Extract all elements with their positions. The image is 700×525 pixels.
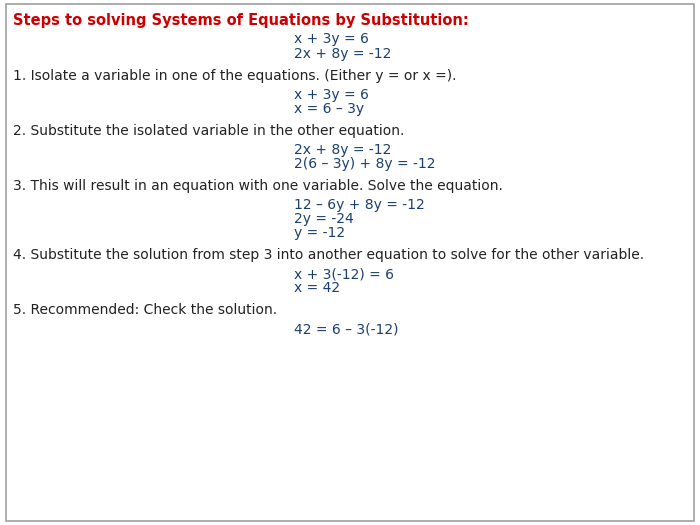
Text: 2y = -24: 2y = -24 (294, 212, 354, 226)
Text: 1. Isolate a variable in one of the equations. (Either y = or x =).: 1. Isolate a variable in one of the equa… (13, 69, 456, 82)
Text: 2x + 8y = -12: 2x + 8y = -12 (294, 47, 391, 60)
Text: 12 – 6y + 8y = -12: 12 – 6y + 8y = -12 (294, 198, 425, 212)
Text: x + 3(-12) = 6: x + 3(-12) = 6 (294, 267, 394, 281)
Text: Steps to solving Systems of Equations by Substitution:: Steps to solving Systems of Equations by… (13, 14, 468, 28)
Text: x + 3y = 6: x + 3y = 6 (294, 33, 369, 46)
Text: 42 = 6 – 3(-12): 42 = 6 – 3(-12) (294, 322, 398, 336)
Text: y = -12: y = -12 (294, 226, 345, 240)
Text: 5. Recommended: Check the solution.: 5. Recommended: Check the solution. (13, 303, 276, 317)
Text: 2. Substitute the isolated variable in the other equation.: 2. Substitute the isolated variable in t… (13, 124, 404, 138)
Text: 4. Substitute the solution from step 3 into another equation to solve for the ot: 4. Substitute the solution from step 3 i… (13, 248, 644, 262)
Text: 2x + 8y = -12: 2x + 8y = -12 (294, 143, 391, 156)
Text: x = 42: x = 42 (294, 281, 340, 295)
Text: x = 6 – 3y: x = 6 – 3y (294, 102, 364, 116)
Text: 3. This will result in an equation with one variable. Solve the equation.: 3. This will result in an equation with … (13, 179, 503, 193)
Text: 2(6 – 3y) + 8y = -12: 2(6 – 3y) + 8y = -12 (294, 157, 435, 171)
Text: x + 3y = 6: x + 3y = 6 (294, 88, 369, 101)
